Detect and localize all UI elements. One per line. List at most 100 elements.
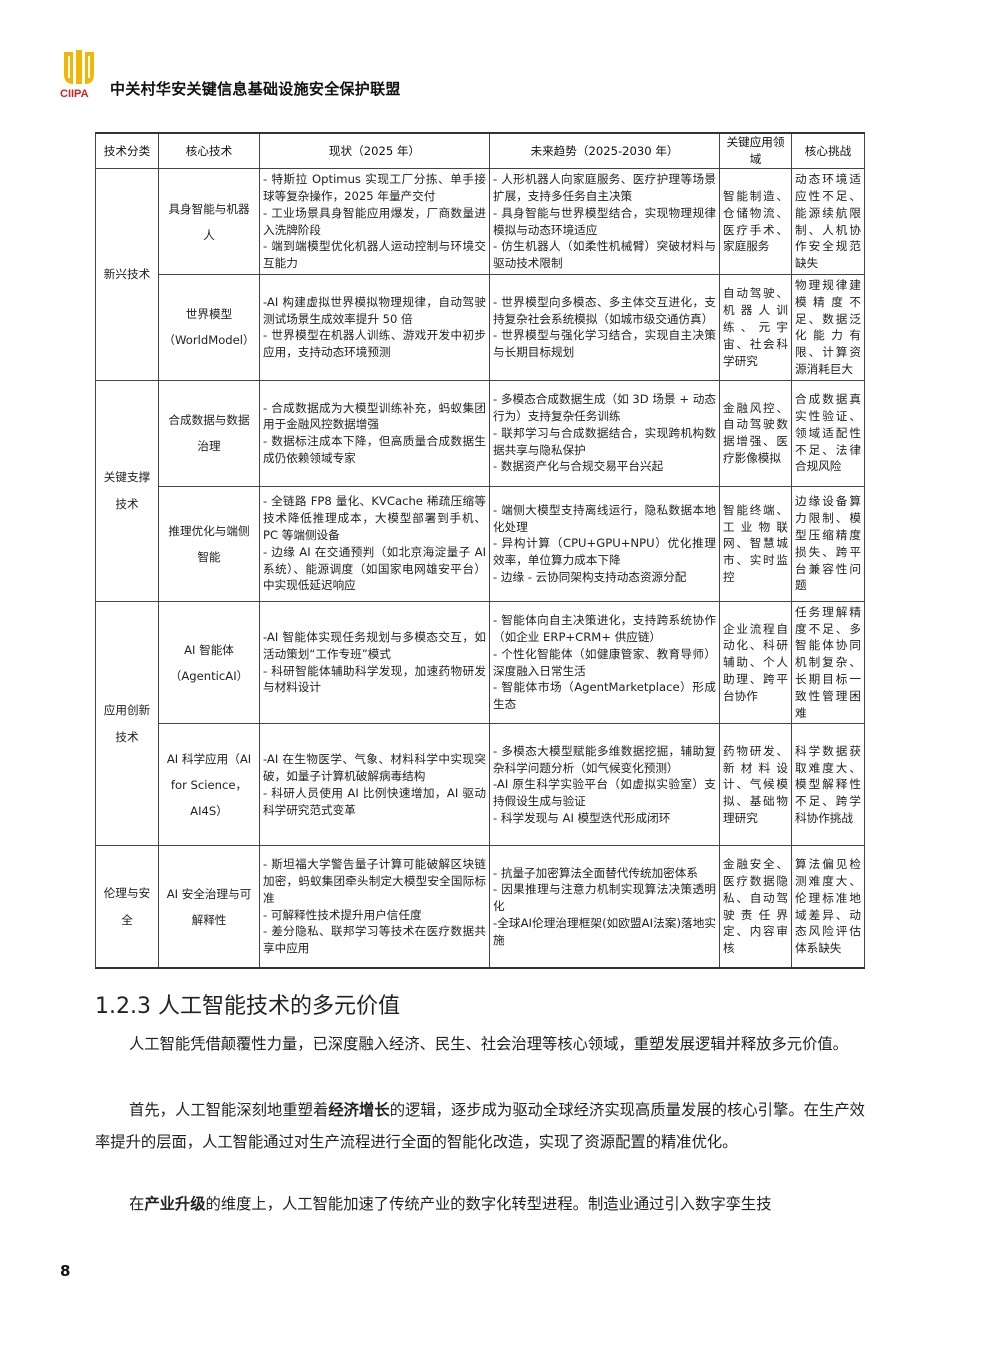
category-cell: 关键支撑技术 xyxy=(95,379,159,602)
table-row: AI 科学应用（AI for Science，AI4S） -AI 在生物医学、气… xyxy=(96,723,865,847)
table-row: 应用创新技术 AI 智能体（AgenticAI） -AI 智能体实现任务规划与多… xyxy=(95,600,865,847)
ciipa-logo: CIIPA xyxy=(60,50,94,100)
table-row: 新兴技术 具身智能与机器人 - 特斯拉 Optimus 实现工厂分拣、单手接球等… xyxy=(95,168,865,381)
core-tech-cell: AI 安全治理与可解释性 xyxy=(158,845,260,969)
status-line: - 边缘 AI 在交通预判（如北京海淀量子 AI 系统）、能源调度（如国家电网雄… xyxy=(263,544,486,593)
page-number: 8 xyxy=(60,1262,71,1280)
paragraph-text: 的逻辑，逐步成为驱动全球经济实现高质量发展的核心引擎。在生产效率提升的层面，人工… xyxy=(95,1101,865,1151)
paragraph-text: 在 xyxy=(129,1195,145,1213)
fields-cell: 金融安全、医疗数据隐私、自动驾驶责任界定、内容审核 xyxy=(719,845,792,969)
fields-cell: 药物研发、新材料设计、气候模拟、基础物理研究 xyxy=(719,723,792,847)
table-header-row: 技术分类 核心技术 现状（2025 年） 未来趋势（2025-2030 年） 关… xyxy=(95,132,865,169)
core-tech-cell: 具身智能与机器人 xyxy=(158,168,260,275)
trend-line: -全球AI伦理治理框架(如欧盟AI法案)落地实施 xyxy=(493,916,716,947)
body-paragraph: 在产业升级的维度上，人工智能加速了传统产业的数字化转型进程。制造业通过引入数字孪… xyxy=(95,1188,865,1220)
challenge-cell: 物理规律建模精度不足、数据泛化能力有限、计算资源消耗巨大 xyxy=(791,274,865,381)
status-line: - 科研智能体辅助科学发现，加速药物研发与材料设计 xyxy=(263,663,486,695)
paragraph-text: 人工智能凭借颠覆性力量，已深度融入经济、民生、社会治理等核心领域，重塑发展逻辑并… xyxy=(129,1035,848,1053)
column-header: 核心技术 xyxy=(158,132,260,169)
column-header: 技术分类 xyxy=(95,132,159,169)
status-cell: -AI 在生物医学、气象、材料科学中实现突破，如量子计算机破解病毒结构 - 科研人… xyxy=(259,723,490,847)
trend-line: - 世界模型与强化学习结合，实现自主决策与长期目标规划 xyxy=(493,328,716,360)
fields-cell: 智能制造、仓储物流、医疗手术、家庭服务 xyxy=(719,168,792,275)
trend-line: - 个性化智能体（如健康管家、教育导师）深度融入日常生活 xyxy=(493,646,716,678)
core-tech-cell: AI 智能体（AgenticAI） xyxy=(158,600,260,725)
trend-line: - 仿生机器人（如柔性机械臂）突破材料与驱动技术限制 xyxy=(493,239,716,271)
trend-cell: - 人形机器人向家庭服务、医疗护理等场景扩展，支持多任务自主决策 - 具身智能与世… xyxy=(489,168,720,275)
body-paragraph: 人工智能凭借颠覆性力量，已深度融入经济、民生、社会治理等核心领域，重塑发展逻辑并… xyxy=(95,1028,865,1060)
challenge-cell: 科学数据获取难度大、模型解释性不足、跨学科协作挑战 xyxy=(791,723,865,847)
challenge-cell: 合成数据真实性验证、领域适配性不足、法律合规风险 xyxy=(791,379,865,487)
status-cell: - 合成数据成为大模型训练补充，蚂蚁集团用于金融风控数据增强 - 数据标注成本下降… xyxy=(259,379,490,487)
trend-line: - 异构计算（CPU+GPU+NPU）优化推理效率，单位算力成本下降 xyxy=(493,536,716,568)
status-line: - 数据标注成本下降，但高质量合成数据生成仍依赖领域专家 xyxy=(263,434,486,466)
status-line: - 差分隐私、联邦学习等技术在医疗数据共享中应用 xyxy=(263,924,486,956)
paragraph-text: 的维度上，人工智能加速了传统产业的数字化转型进程。制造业通过引入数字孪生技 xyxy=(205,1195,772,1213)
status-line: -AI 智能体实现任务规划与多模态交互，如活动策划“工作专班”模式 xyxy=(263,629,486,661)
status-line: - 可解释性技术提升用户信任度 xyxy=(263,907,422,922)
status-line: -AI 在生物医学、气象、材料科学中实现突破，如量子计算机破解病毒结构 xyxy=(263,752,486,784)
core-tech-cell: 推理优化与端侧智能 xyxy=(158,485,260,602)
category-cell: 应用创新技术 xyxy=(95,600,159,847)
emphasis-text: 经济增长 xyxy=(328,1101,390,1119)
fields-cell: 智能终端、工业物联网、智慧城市、实时监控 xyxy=(719,485,792,602)
status-line: -AI 构建虚拟世界模拟物理规律，自动驾驶测试场景生成效率提升 50 倍 xyxy=(263,294,486,326)
trend-line: - 联邦学习与合成数据结合，实现跨机构数据共享与隐私保护 xyxy=(493,425,716,457)
fields-cell: 金融风控、自动驾驶数据增强、医疗影像模拟 xyxy=(719,379,792,487)
trend-line: - 科学发现与 AI 模型迭代形成闭环 xyxy=(493,811,671,826)
logo-text: CIIPA xyxy=(60,88,89,100)
status-cell: -AI 构建虚拟世界模拟物理规律，自动驾驶测试场景生成效率提升 50 倍- 世界… xyxy=(259,274,490,381)
challenge-cell: 任务理解精度不足、多智能体协同机制复杂、长期目标一致性管理困难 xyxy=(791,600,865,725)
org-name: 中关村华安关键信息基础设施安全保护联盟 xyxy=(110,80,401,98)
trend-line: - 端侧大模型支持离线运行，隐私数据本地化处理 xyxy=(493,502,716,534)
core-tech-cell: AI 科学应用（AI for Science，AI4S） xyxy=(158,723,260,847)
status-line: - 全链路 FP8 量化、KVCache 稀疏压缩等技术降低推理成本，大模型部署… xyxy=(263,494,486,542)
trend-line: - 多模态合成数据生成（如 3D 场景 + 动态行为）支持复杂任务训练 xyxy=(493,392,716,424)
status-line: - 世界模型在机器人训练、游戏开发中初步应用，支持动态环境预测 xyxy=(263,328,486,360)
trend-line: - 边缘 - 云协同架构支持动态资源分配 xyxy=(493,569,687,584)
status-line: - 工业场景具身智能应用爆发，厂商数量进入洗牌阶段 xyxy=(263,205,486,237)
trend-line: - 具身智能与世界模型结合，实现物理规律模拟与动态环境适应 xyxy=(493,205,716,237)
column-header: 关键应用领域 xyxy=(719,132,792,169)
trend-line: -AI 原生科学实验平台（如虚拟实验室）支持假设生成与验证 xyxy=(493,777,716,809)
status-cell: -AI 智能体实现任务规划与多模态交互，如活动策划“工作专班”模式 - 科研智能体… xyxy=(259,600,490,725)
trend-line: - 世界模型向多模态、多主体交互进化，支持复杂社会系统模拟（如城市级交通仿真） xyxy=(493,294,716,326)
column-header: 现状（2025 年） xyxy=(259,132,490,169)
trend-line: - 人形机器人向家庭服务、医疗护理等场景扩展，支持多任务自主决策 xyxy=(493,172,716,203)
table-row: 伦理与安全 AI 安全治理与可解释性 - 斯坦福大学警告量子计算可能破解区块链加… xyxy=(95,845,865,969)
section-title: 1.2.3 人工智能技术的多元价值 xyxy=(95,994,400,1019)
emphasis-text: 产业升级 xyxy=(144,1195,206,1213)
status-line: - 科研人员使用 AI 比例快速增加，AI 驱动科学研究范式变革 xyxy=(263,785,486,817)
status-line: - 特斯拉 Optimus 实现工厂分拣、单手接球等复杂操作，2025 年量产交… xyxy=(263,172,486,203)
fields-cell: 企业流程自动化、科研辅助、个人助理、跨平台协作 xyxy=(719,600,792,725)
paragraph-text: 首先，人工智能深刻地重塑着 xyxy=(129,1101,329,1119)
status-cell: - 特斯拉 Optimus 实现工厂分拣、单手接球等复杂操作，2025 年量产交… xyxy=(259,168,490,275)
status-line: - 合成数据成为大模型训练补充，蚂蚁集团用于金融风控数据增强 xyxy=(263,400,486,432)
trend-line: - 数据资产化与合规交易平台兴起 xyxy=(493,459,664,474)
trend-line: - 智能体向自主决策进化，支持跨系统协作（如企业 ERP+CRM+ 供应链） xyxy=(493,613,716,644)
trend-cell: - 智能体向自主决策进化，支持跨系统协作（如企业 ERP+CRM+ 供应链） - … xyxy=(489,600,720,725)
trend-line: - 抗量子加密算法全面替代传统加密体系 xyxy=(493,865,698,880)
trend-cell: - 抗量子加密算法全面替代传统加密体系 - 因果推理与注意力机制实现算法决策透明化… xyxy=(489,845,720,969)
status-line: - 端到端模型优化机器人运动控制与环境交互能力 xyxy=(263,239,486,271)
category-cell: 伦理与安全 xyxy=(95,845,159,969)
table-row: 关键支撑技术 合成数据与数据治理 - 合成数据成为大模型训练补充，蚂蚁集团用于金… xyxy=(95,379,865,602)
trend-cell: - 多模态大模型赋能多维数据挖掘，辅助复杂科学问题分析（如气候变化预测） -AI … xyxy=(489,723,720,847)
challenge-cell: 动态环境适应性不足、能源续航限制、人机协作安全规范缺失 xyxy=(791,168,865,275)
status-line: - 斯坦福大学警告量子计算可能破解区块链加密，蚂蚁集团牵头制定大模型安全国际标准 xyxy=(263,857,486,905)
status-cell: - 全链路 FP8 量化、KVCache 稀疏压缩等技术降低推理成本，大模型部署… xyxy=(259,485,490,602)
technology-table: 技术分类 核心技术 现状（2025 年） 未来趋势（2025-2030 年） 关… xyxy=(95,132,865,969)
core-tech-cell: 世界模型（WorldModel） xyxy=(158,274,260,381)
trend-cell: - 端侧大模型支持离线运行，隐私数据本地化处理 - 异构计算（CPU+GPU+NP… xyxy=(489,485,720,602)
trend-line: - 智能体市场（AgentMarketplace）形成生态 xyxy=(493,680,716,712)
column-header: 未来趋势（2025-2030 年） xyxy=(489,132,720,169)
fields-cell: 自动驾驶、机器人训练、元宇宙、社会科学研究 xyxy=(719,274,792,381)
challenge-cell: 边缘设备算力限制、模型压缩精度损失、跨平台兼容性问题 xyxy=(791,485,865,602)
trend-cell: - 世界模型向多模态、多主体交互进化，支持复杂社会系统模拟（如城市级交通仿真） -… xyxy=(489,274,720,381)
trend-line: - 因果推理与注意力机制实现算法决策透明化 xyxy=(493,882,716,914)
status-cell: - 斯坦福大学警告量子计算可能破解区块链加密，蚂蚁集团牵头制定大模型安全国际标准… xyxy=(259,845,490,969)
challenge-cell: 算法偏见检测难度大、伦理标准地域差异、动态风险评估体系缺失 xyxy=(791,845,865,969)
body-paragraph: 首先，人工智能深刻地重塑着经济增长的逻辑，逐步成为驱动全球经济实现高质量发展的核… xyxy=(95,1094,865,1158)
table-row: 推理优化与端侧智能 - 全链路 FP8 量化、KVCache 稀疏压缩等技术降低… xyxy=(96,485,865,602)
category-cell: 新兴技术 xyxy=(95,168,159,381)
